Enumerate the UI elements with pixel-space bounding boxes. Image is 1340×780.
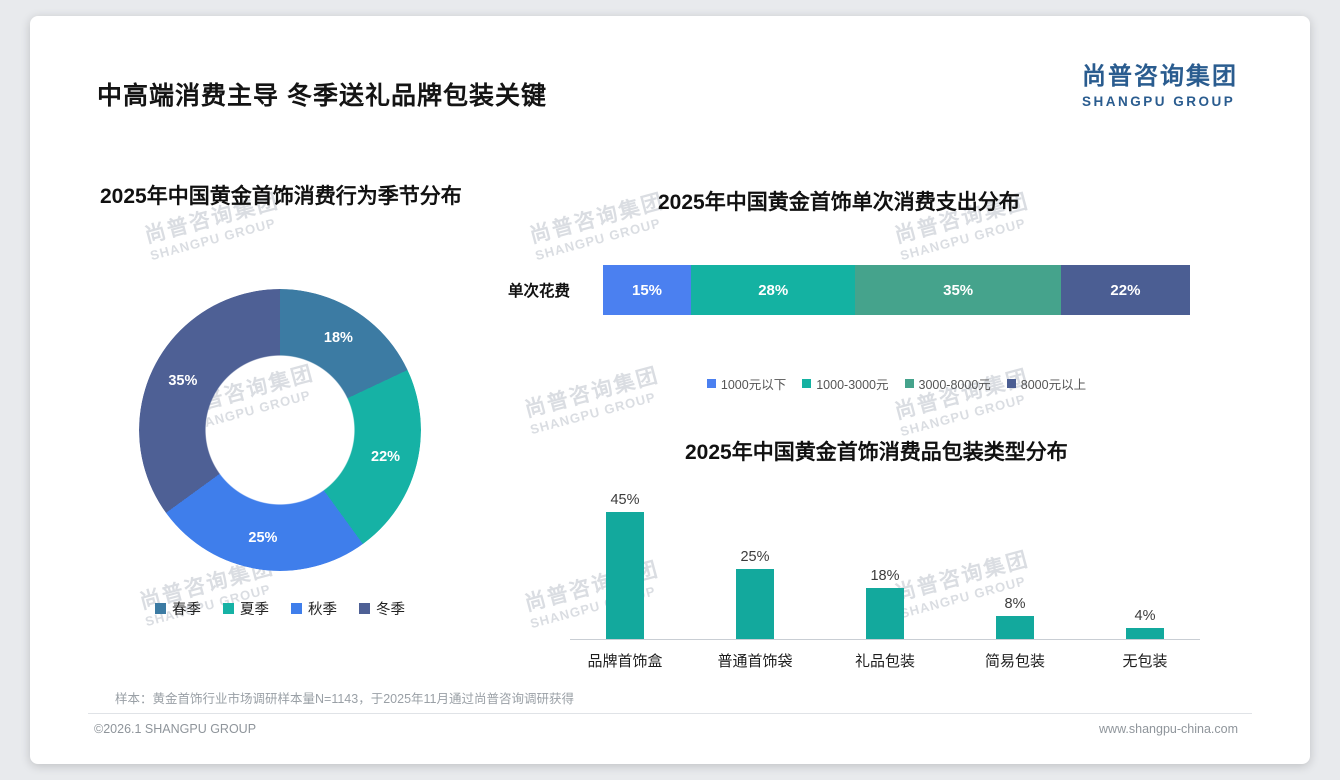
legend-label: 1000元以下: [720, 378, 787, 392]
legend-item: 春季: [155, 598, 201, 619]
legend-swatch-icon: [359, 603, 370, 614]
footer-website: www.shangpu-china.com: [1099, 722, 1238, 736]
bar: [866, 588, 904, 639]
legend-label: 夏季: [240, 602, 269, 618]
bar-column: 8%: [960, 596, 1070, 639]
bar-category-label: 礼品包装: [854, 653, 915, 670]
stacked-bar-segment: 28%: [691, 265, 856, 315]
stacked-bar-category-label: 单次花费: [508, 283, 571, 300]
stacked-bar-segment: 35%: [855, 265, 1061, 315]
stacked-bar-chart-title: 2025年中国黄金首饰单次消费支出分布: [658, 191, 1020, 214]
legend-label: 冬季: [376, 602, 405, 618]
spend-legend: 1000元以下 1000-3000元 3000-8000元 8000元以上: [603, 374, 1190, 393]
stacked-bar-segment: 15%: [603, 265, 692, 315]
bar-value-label: 25%: [740, 548, 770, 565]
footer-divider: [88, 713, 1252, 714]
logo-cn-text: 尚普咨询集团: [1082, 63, 1238, 90]
legend-label: 3000-8000元: [918, 378, 991, 392]
donut-labels: 18% 22% 25% 35%: [139, 289, 421, 571]
page-title: 中高端消费主导 冬季送礼品牌包装关键: [97, 82, 547, 110]
legend-swatch-icon: [291, 603, 302, 614]
company-logo: 尚普咨询集团 SHANGPU GROUP: [1082, 56, 1238, 109]
legend-item: 冬季: [359, 598, 405, 619]
bar-category-label: 品牌首饰盒: [587, 653, 663, 670]
stacked-bar: 15% 28% 35% 22%: [603, 265, 1190, 315]
logo-en-text: SHANGPU GROUP: [1082, 94, 1236, 109]
season-legend: 春季 夏季 秋季 冬季: [70, 598, 490, 619]
legend-item: 秋季: [291, 598, 337, 619]
bar-category-label: 无包装: [1122, 653, 1168, 670]
legend-item: 8000元以上: [1006, 374, 1087, 393]
season-donut-chart: 18% 22% 25% 35%: [139, 289, 421, 571]
bar: [606, 512, 644, 639]
legend-swatch-icon: [802, 379, 812, 388]
bar-column: 4%: [1090, 608, 1200, 639]
bar: [996, 616, 1034, 639]
donut-slice-label: 22%: [371, 449, 401, 466]
bar-column: 25%: [700, 548, 810, 639]
slide-card: 尚普咨询集团 SHANGPU GROUP 尚普咨询集团 SHANGPU GROUP 尚普…: [30, 16, 1310, 764]
donut-slice-label: 35%: [168, 372, 198, 389]
slide-content: 中高端消费主导 冬季送礼品牌包装关键 尚普咨询集团 SHANGPU GROUP …: [30, 16, 1310, 764]
bar-column: 45%: [570, 492, 680, 639]
bar-category-label: 简易包装: [984, 653, 1045, 670]
donut-slice-label: 18%: [323, 329, 353, 346]
sample-footnote: 样本：黄金首饰行业市场调研样本量N=1143，于2025年11月通过尚普咨询调研…: [115, 692, 574, 706]
legend-item: 夏季: [223, 598, 269, 619]
legend-label: 1000-3000元: [816, 378, 889, 392]
stacked-bar-segment: 22%: [1060, 265, 1190, 315]
bar-value-label: 8%: [1004, 596, 1026, 613]
legend-swatch-icon: [223, 603, 234, 614]
legend-swatch-icon: [1006, 379, 1016, 388]
legend-item: 3000-8000元: [904, 374, 991, 393]
packaging-bar-chart: 45% 25% 18% 8% 4% 品牌首饰盒 普通首饰袋 礼品包装 简易包装 无包装: [570, 488, 1200, 671]
bar-chart-title: 2025年中国黄金首饰消费品包装类型分布: [685, 441, 1068, 464]
donut-ring: [139, 289, 421, 571]
legend-swatch-icon: [706, 379, 716, 388]
legend-swatch-icon: [155, 603, 166, 614]
legend-item: 1000元以下: [706, 374, 787, 393]
bar-category-labels: 品牌首饰盒 普通首饰袋 礼品包装 简易包装 无包装: [570, 650, 1200, 671]
legend-label: 秋季: [308, 602, 337, 618]
bar-value-label: 18%: [870, 568, 900, 585]
bar: [1126, 627, 1164, 639]
bar-plot-area: 45% 25% 18% 8% 4%: [570, 488, 1200, 640]
legend-label: 春季: [172, 602, 201, 618]
bar: [736, 568, 774, 639]
bar-value-label: 45%: [610, 492, 640, 509]
footer-copyright: ©2026.1 SHANGPU GROUP: [94, 722, 257, 736]
legend-swatch-icon: [904, 379, 914, 388]
bar-value-label: 4%: [1134, 607, 1156, 624]
spend-stacked-bar-row: 单次花费 15% 28% 35% 22%: [508, 265, 1190, 315]
bar-category-label: 普通首饰袋: [717, 653, 793, 670]
bar-column: 18%: [830, 568, 940, 639]
donut-chart-title: 2025年中国黄金首饰消费行为季节分布: [100, 185, 462, 208]
legend-label: 8000元以上: [1020, 378, 1087, 392]
legend-item: 1000-3000元: [802, 374, 889, 393]
donut-slice-label: 25%: [248, 529, 278, 546]
